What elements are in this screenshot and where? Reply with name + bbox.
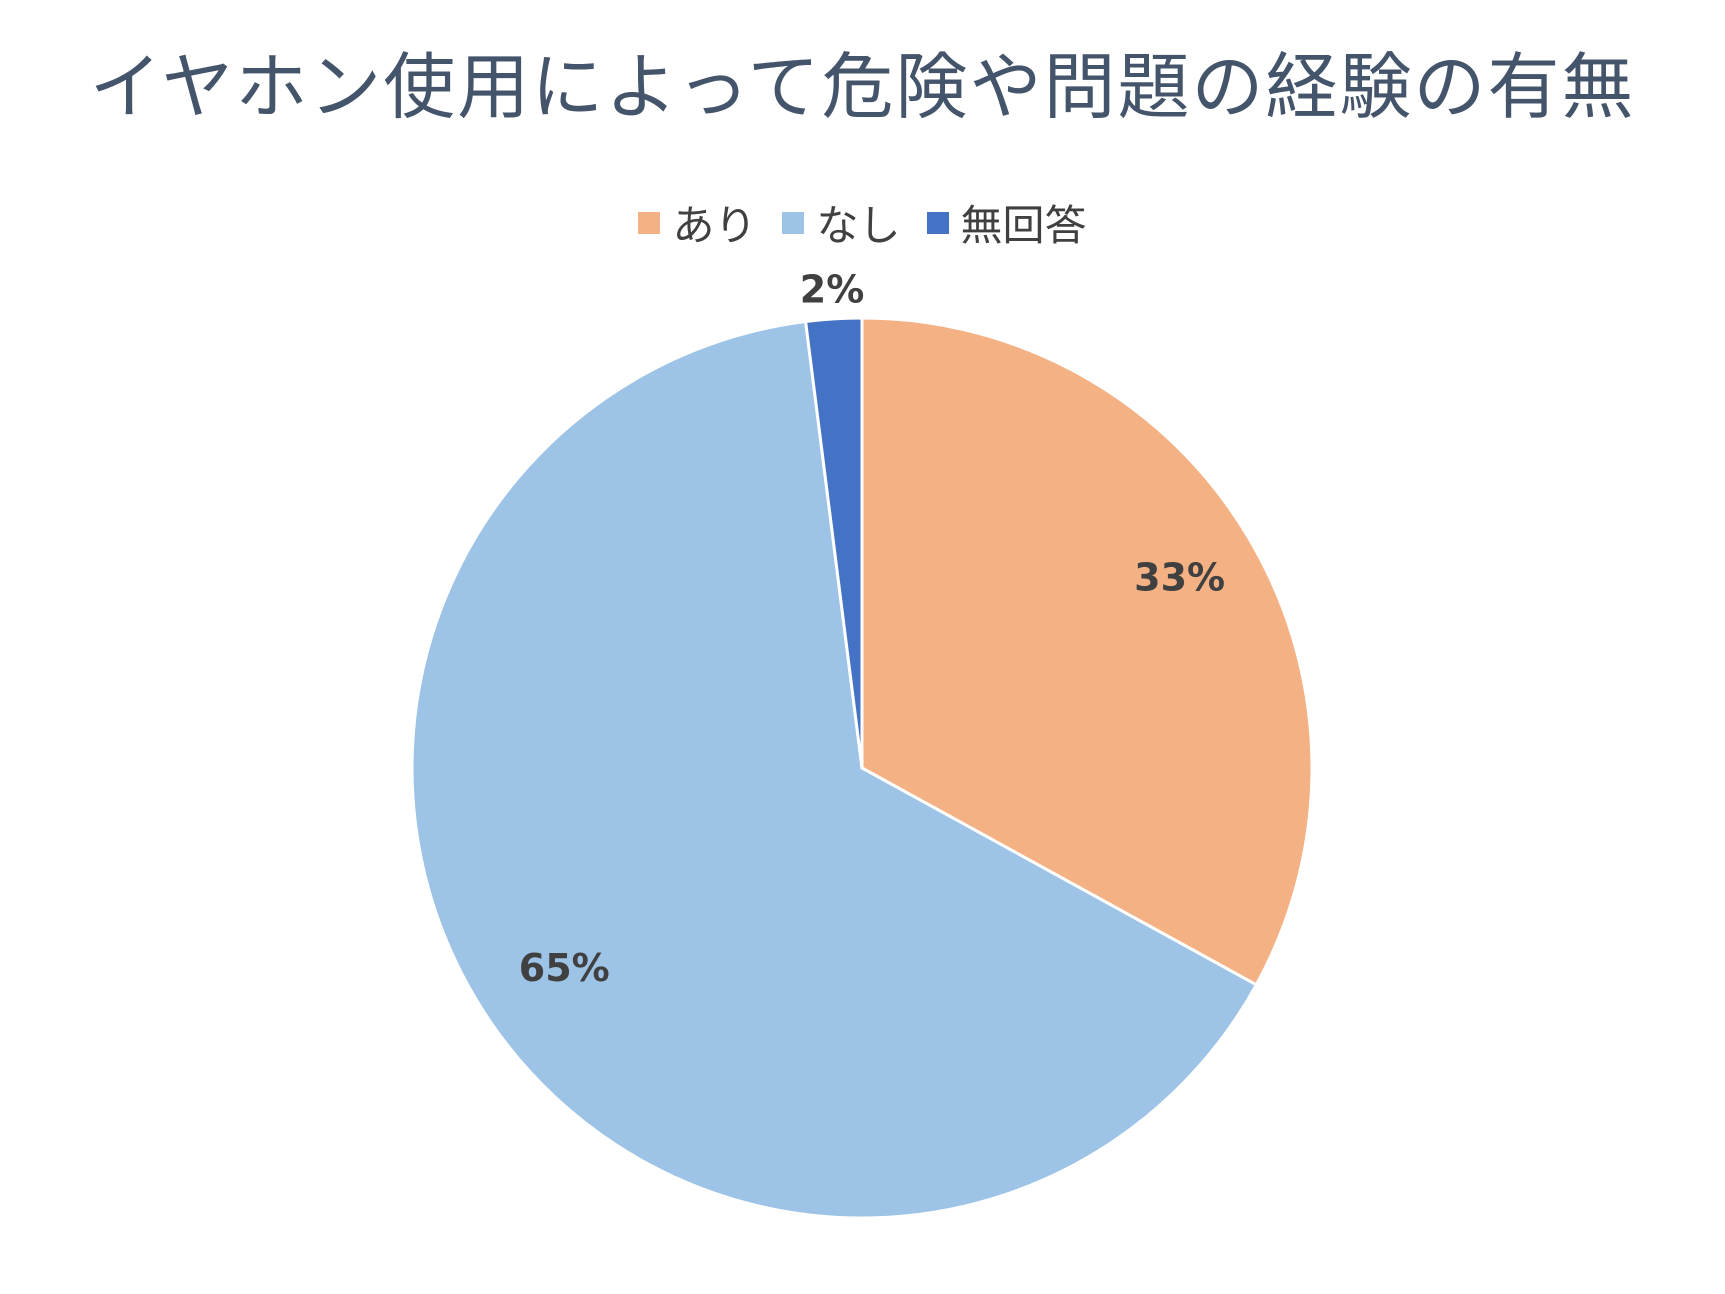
legend-swatch-0 <box>638 211 661 234</box>
legend-item-1: なし <box>782 192 901 253</box>
data-label-2: 2% <box>800 267 865 311</box>
chart-title: イヤホン使用によって危険や問題の経験の有無 <box>89 45 1636 129</box>
legend-swatch-1 <box>782 211 805 234</box>
legend-label-0: あり <box>672 201 757 250</box>
legend-swatch-2 <box>926 211 949 234</box>
pie-slices <box>410 316 1314 1220</box>
legend-item-2: 無回答 <box>926 192 1087 253</box>
legend: あり なし 無回答 <box>0 192 1725 253</box>
legend-label-1: なし <box>816 201 901 250</box>
pie-slice-2 <box>803 316 864 769</box>
pie-data-labels: 33% 65% 2% <box>519 267 1225 989</box>
pie-slice-1 <box>410 319 1259 1220</box>
data-label-1: 65% <box>519 946 610 990</box>
legend-item-0: あり <box>638 192 756 253</box>
pie-slice-0 <box>860 316 1314 987</box>
data-label-0: 33% <box>1134 556 1225 600</box>
legend-label-2: 無回答 <box>960 201 1087 250</box>
